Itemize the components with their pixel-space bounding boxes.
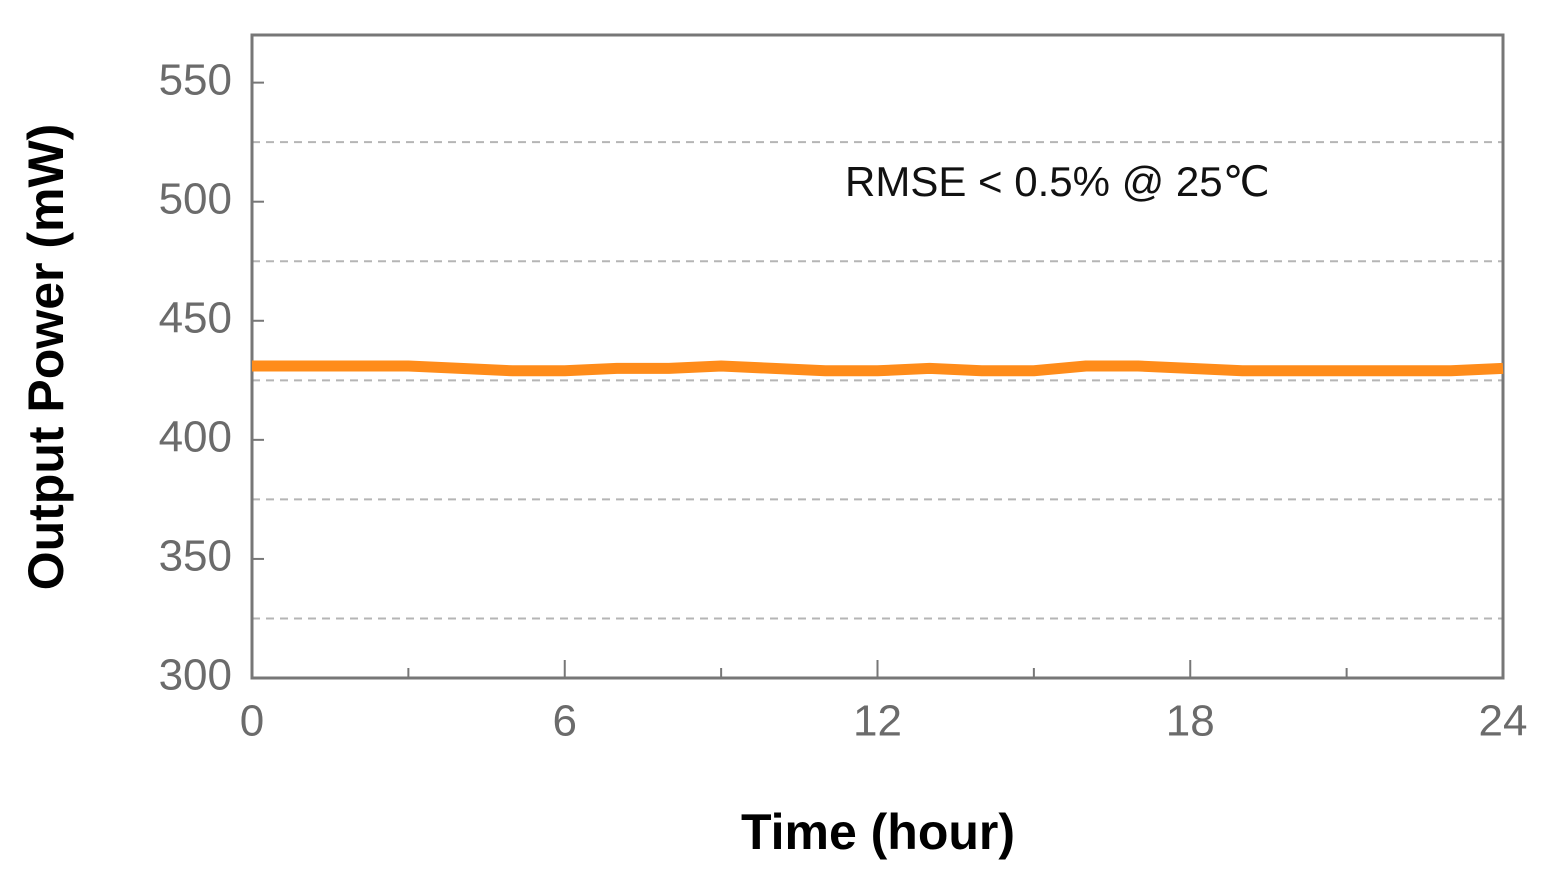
x-tick-label: 6 — [553, 697, 577, 746]
y-tick-label: 500 — [159, 174, 232, 223]
y-axis-label: Output Power (mW) — [18, 124, 74, 591]
x-tick-label: 18 — [1166, 697, 1215, 746]
annotation: RMSE < 0.5% @ 25℃ — [845, 158, 1270, 205]
y-tick-label: 300 — [159, 651, 232, 700]
data-line — [252, 360, 1504, 377]
x-tick-label: 0 — [240, 697, 264, 746]
x-tick-label: 24 — [1479, 697, 1528, 746]
plot-frame — [250, 33, 1505, 680]
y-tick-label: 450 — [159, 293, 232, 342]
y-tick-label: 550 — [159, 55, 232, 104]
y-tick-label: 400 — [159, 412, 232, 461]
y-tick-label: 350 — [159, 532, 232, 581]
x-tick-label: 12 — [853, 697, 902, 746]
x-axis-label: Time (hour) — [741, 804, 1015, 860]
